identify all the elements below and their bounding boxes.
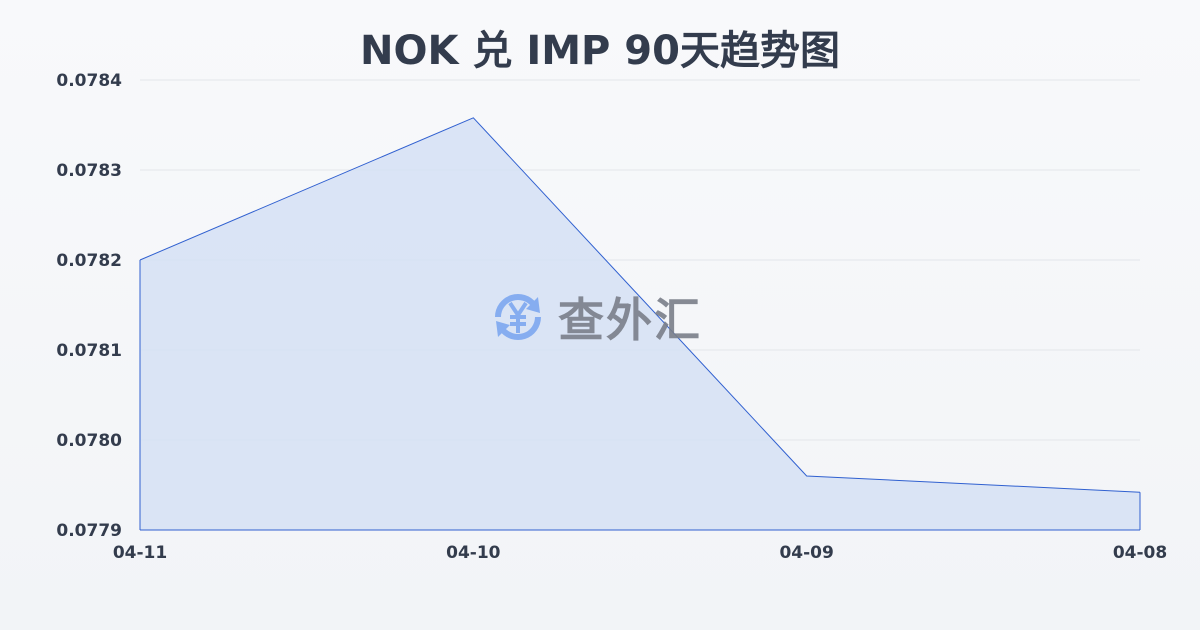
y-tick-label: 0.0782: [56, 251, 122, 271]
x-tick-label: 04-10: [446, 543, 501, 563]
x-tick-label: 04-08: [1113, 543, 1167, 563]
y-tick-label: 0.0781: [56, 341, 122, 361]
yen-exchange-icon: [495, 294, 541, 340]
watermark-text: 查外汇: [558, 293, 702, 347]
y-tick-label: 0.0779: [56, 521, 122, 541]
x-tick-label: 04-09: [779, 543, 833, 563]
chart-title: NOK 兑 IMP 90天趋势图: [360, 28, 840, 74]
y-tick-label: 0.0783: [56, 161, 122, 181]
watermark: 查外汇: [488, 284, 702, 350]
y-tick-label: 0.0784: [56, 71, 122, 91]
x-tick-label: 04-11: [113, 543, 167, 563]
area-fill: [140, 117, 1140, 531]
y-tick-label: 0.0780: [56, 431, 122, 451]
series-line: [139, 117, 1141, 493]
